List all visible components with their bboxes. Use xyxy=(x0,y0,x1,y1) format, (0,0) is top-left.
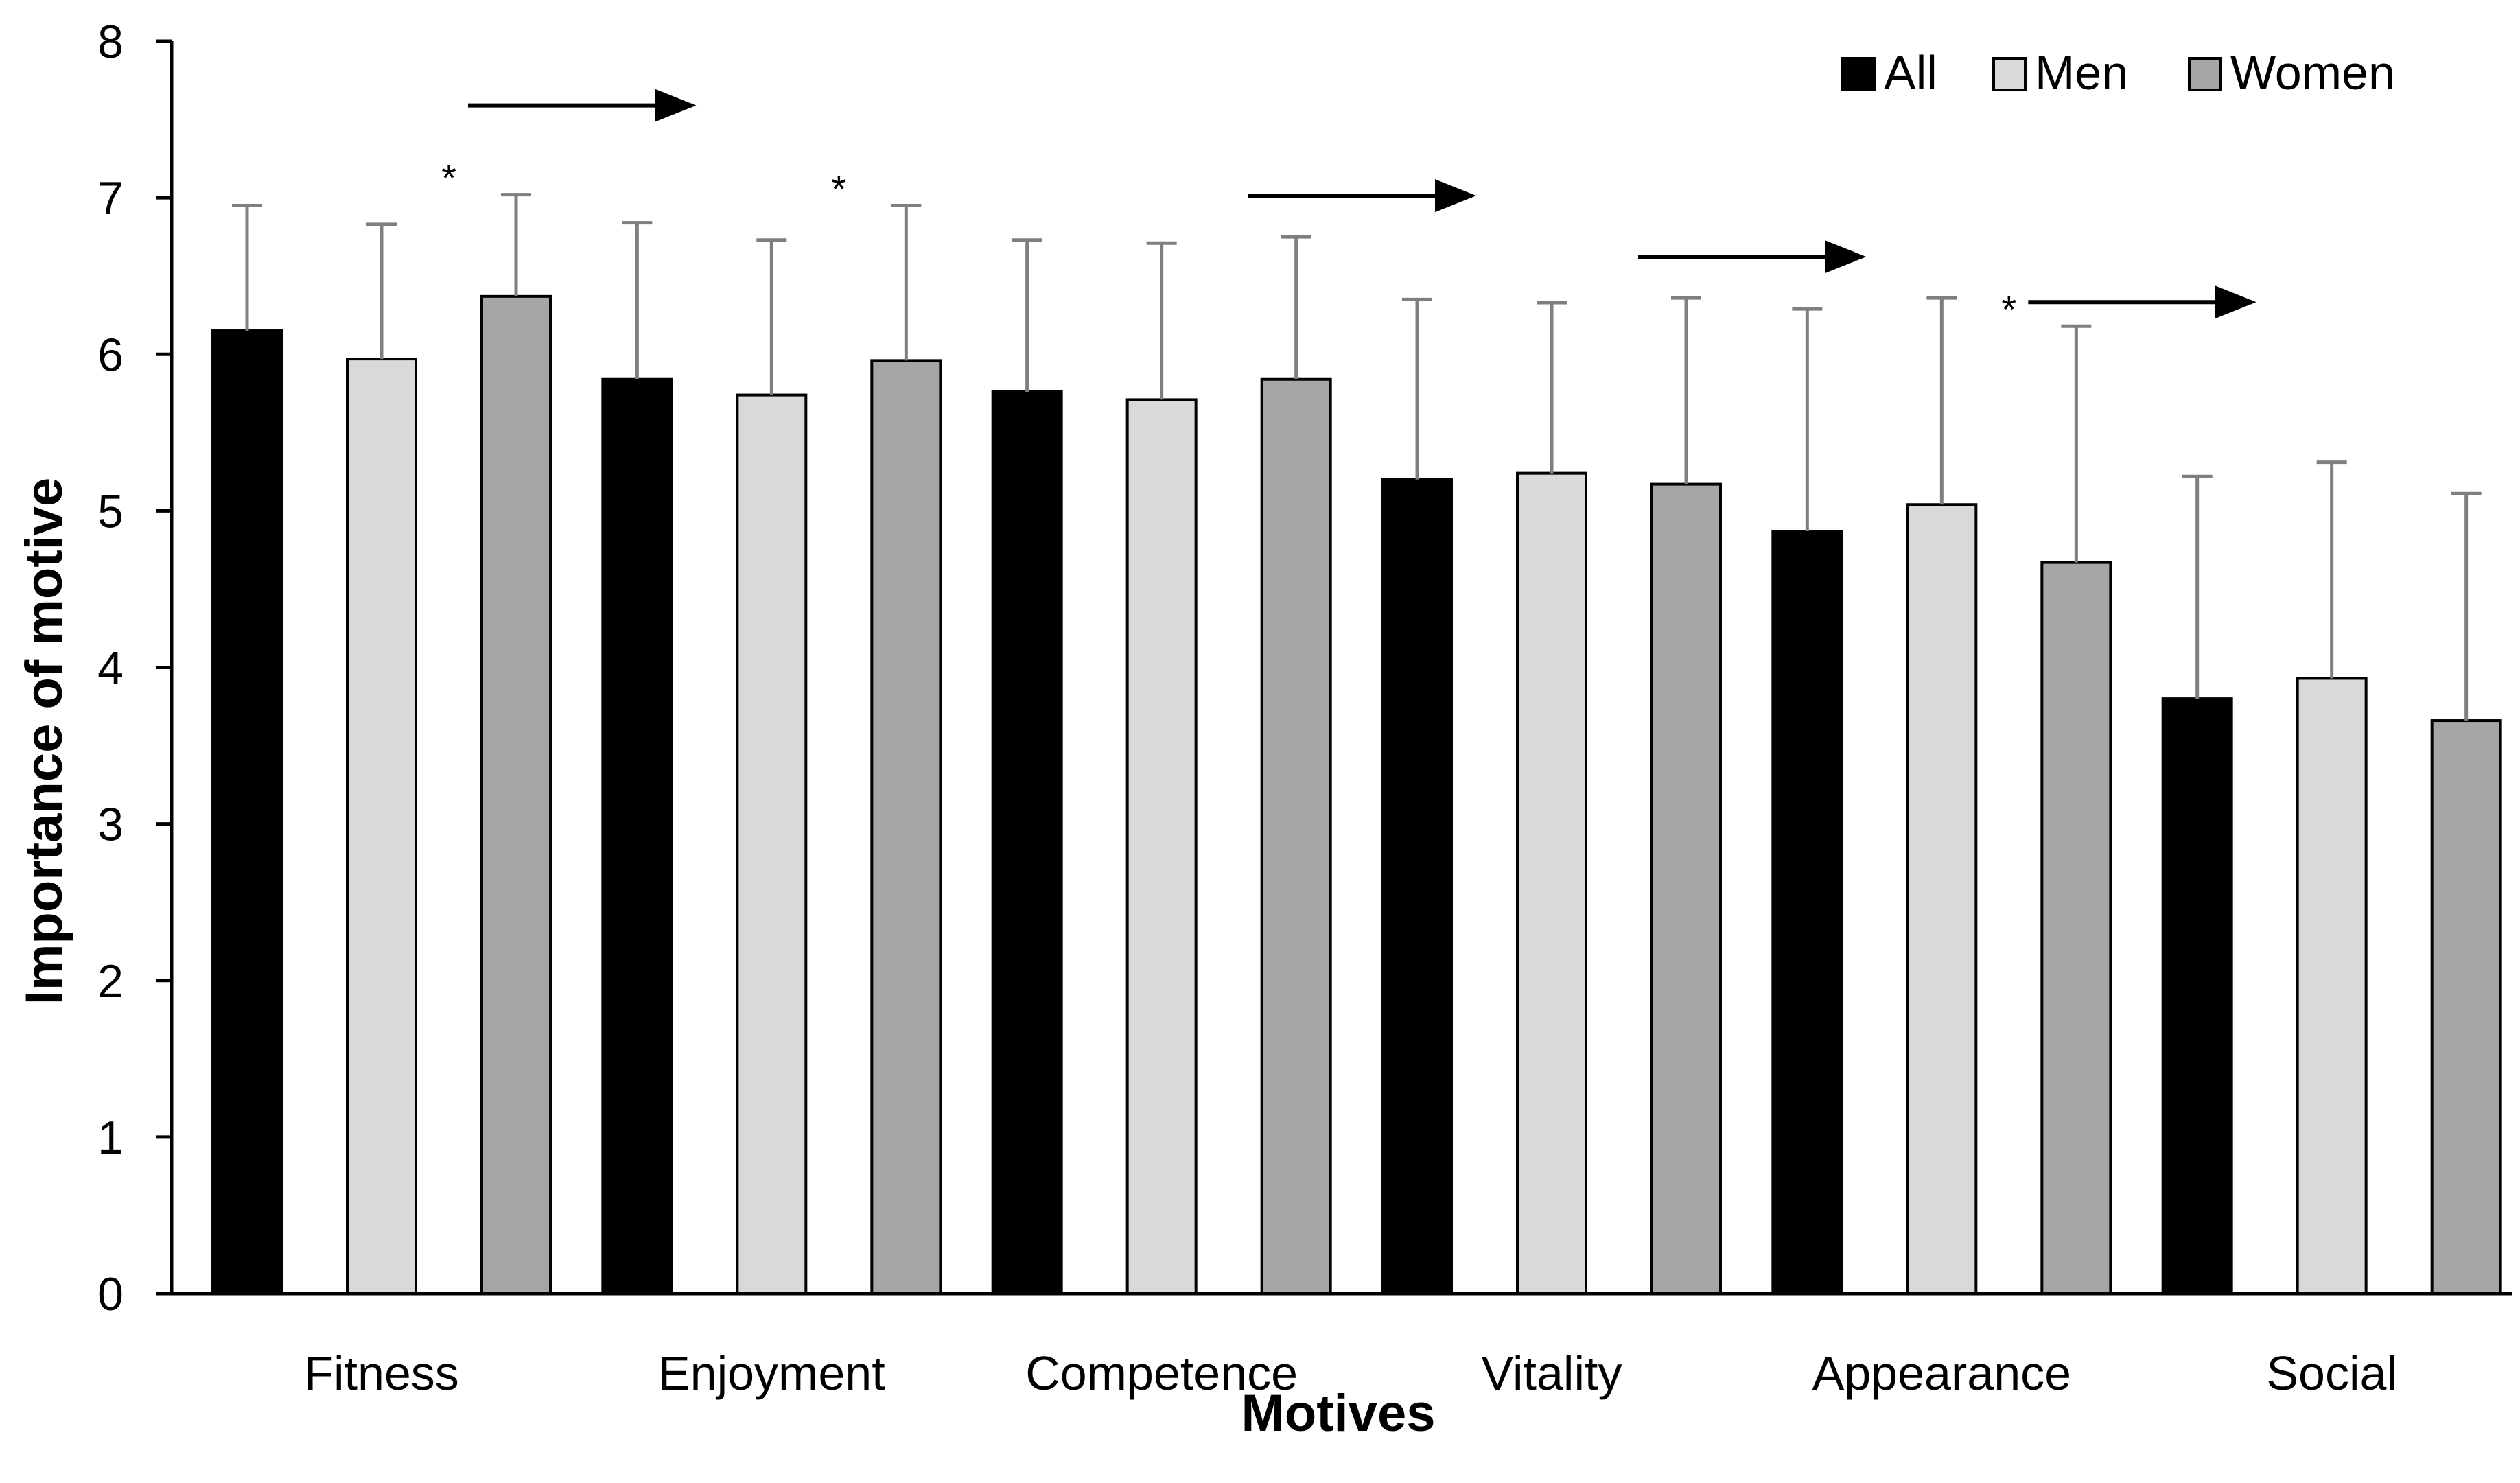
bar-women-fitness xyxy=(480,294,552,1295)
error-bar-women-appearance xyxy=(2061,324,2092,563)
bar-all-vitality xyxy=(1381,478,1453,1295)
error-bar-men-vitality xyxy=(1537,301,1567,474)
error-bar-men-competence xyxy=(1146,241,1177,400)
x-category-label: Enjoyment xyxy=(658,1346,885,1400)
legend-swatch xyxy=(1841,57,1876,91)
legend-item-all: All xyxy=(1841,46,1937,100)
y-tick-label: 2 xyxy=(97,955,124,1007)
x-category-label: Competence xyxy=(1025,1346,1298,1400)
bar-women-enjoyment xyxy=(870,359,942,1295)
bar-men-competence xyxy=(1125,398,1198,1295)
legend-swatch xyxy=(1992,57,2027,91)
y-axis-title: Importance of motive xyxy=(15,478,73,1005)
y-tick-label: 0 xyxy=(97,1268,124,1320)
legend-label: Men xyxy=(2035,46,2128,100)
x-category-label: Social xyxy=(2266,1346,2397,1400)
error-bar-women-social xyxy=(2451,491,2482,721)
bar-men-appearance xyxy=(1906,503,1978,1295)
error-bar-women-competence xyxy=(1281,235,1311,379)
x-category-label: Vitality xyxy=(1482,1346,1622,1400)
error-bar-men-enjoyment xyxy=(756,238,787,395)
bar-women-social xyxy=(2430,719,2502,1295)
error-bar-men-appearance xyxy=(1926,296,1957,505)
error-bar-women-vitality xyxy=(1671,296,1701,484)
legend: All Men Women xyxy=(1841,46,2395,100)
y-tick-label: 8 xyxy=(97,16,124,68)
y-tick-label: 7 xyxy=(97,172,124,224)
bar-all-fitness xyxy=(211,329,283,1295)
legend-label: All xyxy=(1884,46,1937,100)
bar-all-competence xyxy=(991,390,1063,1295)
bar-women-competence xyxy=(1260,377,1332,1295)
significance-marker: * xyxy=(2001,288,2016,331)
bar-women-vitality xyxy=(1650,482,1722,1295)
bar-all-enjoyment xyxy=(601,377,673,1295)
legend-swatch xyxy=(2188,57,2222,91)
x-category-label: Appearance xyxy=(1812,1346,2072,1400)
significance-marker: * xyxy=(831,167,846,211)
error-bar-all-enjoyment xyxy=(622,221,653,379)
bar-all-social xyxy=(2161,697,2233,1295)
y-tick-label: 5 xyxy=(97,485,124,537)
bar-all-appearance xyxy=(1771,530,1843,1295)
bar-men-fitness xyxy=(346,358,417,1295)
bar-men-enjoyment xyxy=(736,393,808,1295)
legend-item-men: Men xyxy=(1992,46,2128,100)
error-bar-men-fitness xyxy=(366,222,397,360)
significance-marker: * xyxy=(441,156,456,200)
bar-men-vitality xyxy=(1516,471,1587,1295)
y-tick-label: 1 xyxy=(97,1112,124,1164)
x-category-label: Fitness xyxy=(304,1346,459,1400)
error-bar-all-fitness xyxy=(232,204,262,331)
error-bar-all-social xyxy=(2182,474,2213,699)
y-tick-label: 4 xyxy=(97,642,124,694)
error-bar-women-fitness xyxy=(501,193,531,296)
x-axis-title: Motives xyxy=(1241,1384,1436,1443)
y-tick-label: 3 xyxy=(97,799,124,851)
y-tick-label: 6 xyxy=(97,329,124,381)
error-bar-all-vitality xyxy=(1402,297,1432,480)
error-bar-all-appearance xyxy=(1792,307,1823,532)
bar-women-appearance xyxy=(2040,561,2112,1295)
error-bar-men-social xyxy=(2316,460,2347,679)
error-bar-all-competence xyxy=(1012,238,1042,392)
bar-men-social xyxy=(2296,677,2368,1295)
legend-item-women: Women xyxy=(2188,46,2395,100)
legend-label: Women xyxy=(2230,46,2395,100)
error-bar-women-enjoyment xyxy=(891,204,922,361)
